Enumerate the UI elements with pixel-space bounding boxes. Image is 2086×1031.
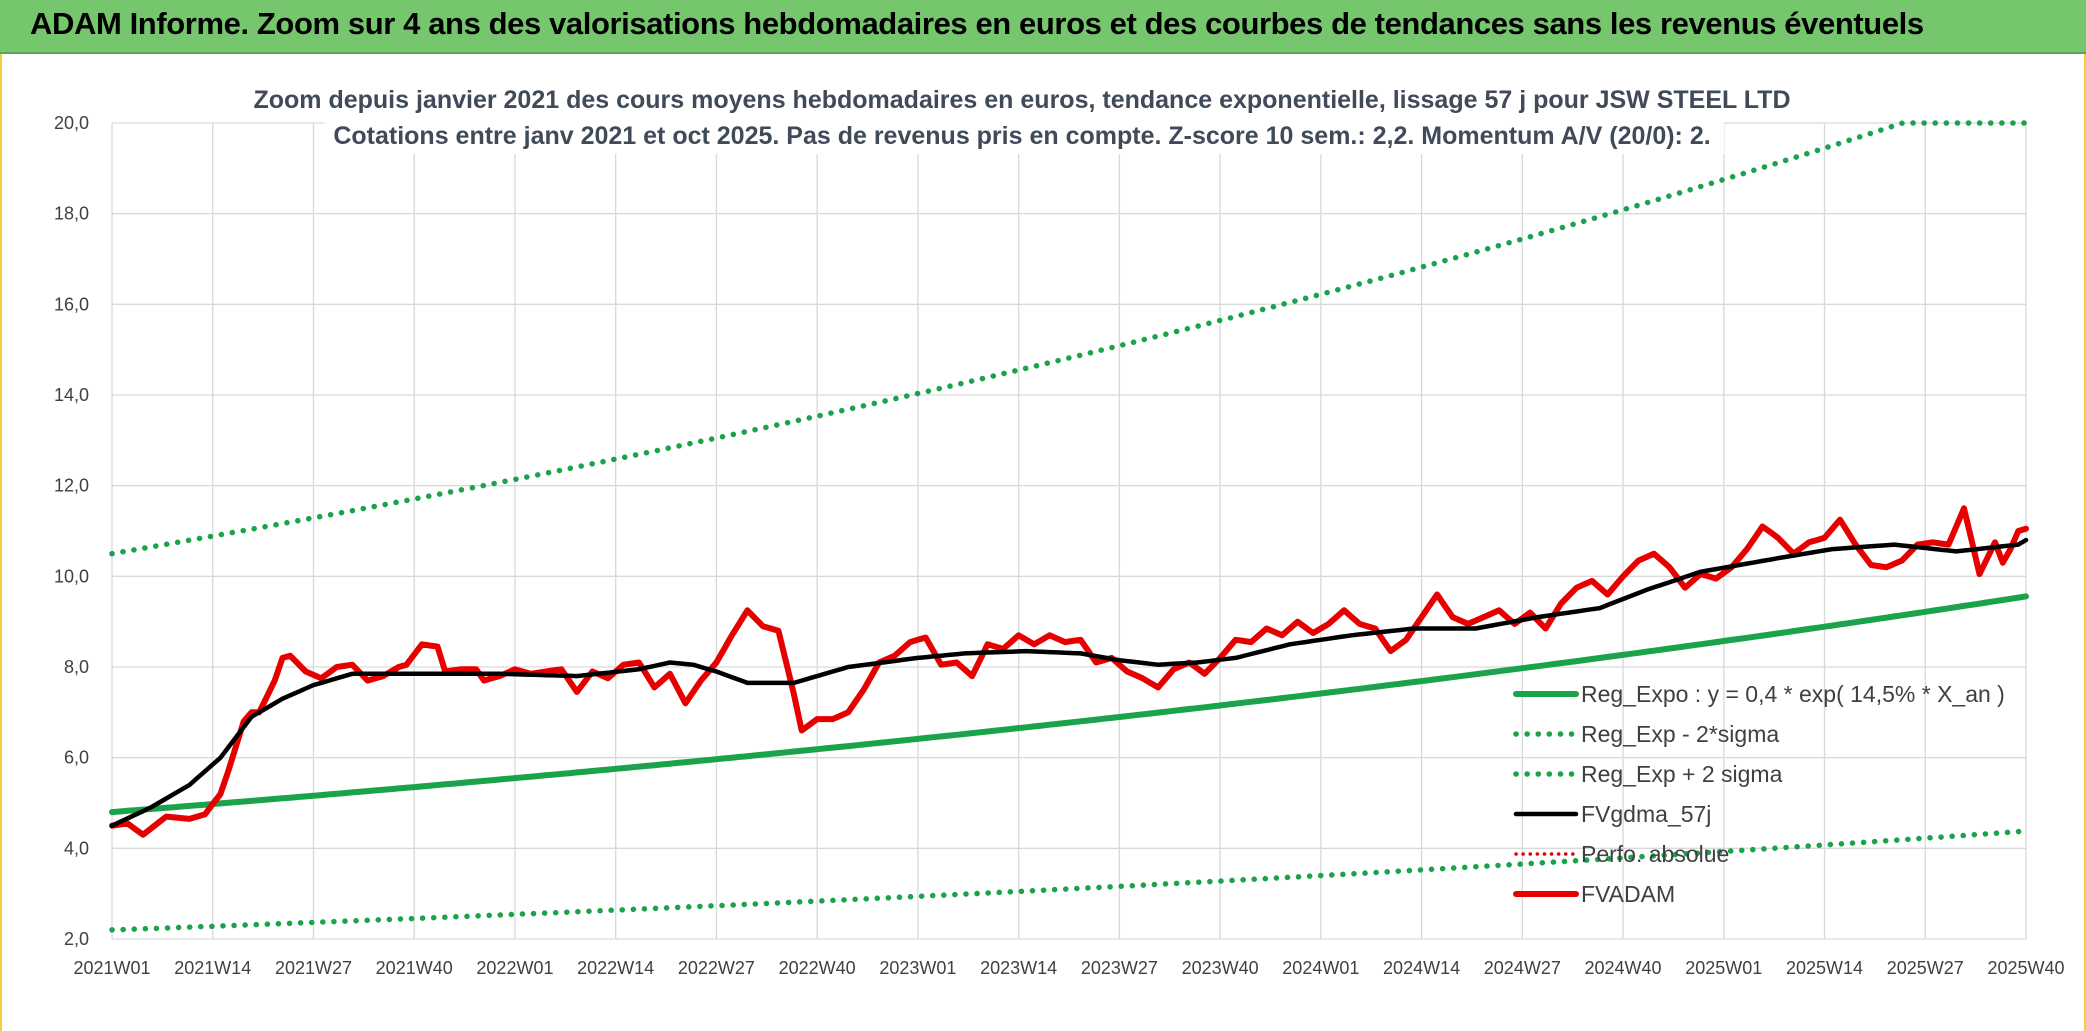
y-tick-label: 20,0 (54, 113, 89, 133)
x-tick-label: 2024W01 (1282, 958, 1359, 978)
reg-exp-plus-2sigma-line (109, 120, 2029, 557)
reg-exp-minus-2sigma-line (109, 828, 2029, 933)
y-tick-label: 6,0 (64, 748, 89, 768)
y-tick-label: 4,0 (64, 838, 89, 858)
x-tick-label: 2021W14 (174, 958, 251, 978)
x-tick-label: 2024W40 (1585, 958, 1662, 978)
x-tick-label: 2022W14 (577, 958, 654, 978)
line-chart: 2,0 4,0 6,0 8,0 10,0 12,0 14,0 16,0 18,0 20,0 202… (54, 74, 2065, 978)
chart-title-line-2: Cotations entre janv 2021 et oct 2025. P… (333, 122, 1710, 150)
y-tick-label: 12,0 (54, 476, 89, 496)
chart-legend: Reg_Expo : y = 0,4 * exp( 14,5% * X_an )… (1513, 681, 2005, 907)
x-tick-label: 2023W40 (1182, 958, 1259, 978)
fvgdma-57j-line (109, 537, 2029, 828)
x-tick-label: 2021W27 (275, 958, 352, 978)
y-axis-ticks: 2,0 4,0 6,0 8,0 10,0 12,0 14,0 16,0 18,0 20,0 (54, 113, 89, 949)
chart-grid (111, 122, 2027, 940)
reg-expo-line (109, 593, 2029, 816)
fvadam-line (109, 505, 2029, 838)
x-tick-label: 2022W40 (779, 958, 856, 978)
legend-entry-label: Reg_Exp - 2*sigma (1581, 721, 1779, 747)
x-tick-label: 2023W01 (879, 958, 956, 978)
x-tick-label: 2024W14 (1383, 958, 1460, 978)
x-tick-label: 2025W27 (1887, 958, 1964, 978)
y-tick-label: 14,0 (54, 385, 89, 405)
chart-title-line-1: Zoom depuis janvier 2021 des cours moyen… (253, 86, 1790, 114)
report-title: ADAM Informe. Zoom sur 4 ans des valoris… (30, 6, 1924, 41)
x-tick-label: 2024W27 (1484, 958, 1561, 978)
x-tick-label: 2022W27 (678, 958, 755, 978)
x-tick-label: 2025W40 (1987, 958, 2064, 978)
legend-entry-label: FVgdma_57j (1581, 801, 1711, 827)
x-tick-label: 2025W01 (1685, 958, 1762, 978)
y-tick-label: 18,0 (54, 204, 89, 224)
legend-entry-label: Reg_Expo : y = 0,4 * exp( 14,5% * X_an ) (1581, 681, 2005, 707)
y-tick-label: 10,0 (54, 566, 89, 586)
legend-entry-label: Reg_Exp + 2 sigma (1581, 761, 1783, 787)
x-tick-label: 2021W01 (73, 958, 150, 978)
title-backdrop (324, 74, 1724, 154)
x-tick-label: 2023W27 (1081, 958, 1158, 978)
y-tick-label: 8,0 (64, 657, 89, 677)
x-tick-label: 2023W14 (980, 958, 1057, 978)
x-tick-label: 2021W40 (376, 958, 453, 978)
legend-entry-label: Perfo. absolue (1581, 841, 1729, 867)
x-tick-label: 2025W14 (1786, 958, 1863, 978)
legend-entry-label: FVADAM (1581, 881, 1675, 907)
y-tick-label: 2,0 (64, 929, 89, 949)
chart-series (109, 120, 2029, 933)
chart-frame: 2,0 4,0 6,0 8,0 10,0 12,0 14,0 16,0 18,0 20,0 202… (0, 54, 2086, 1031)
x-tick-label: 2022W01 (476, 958, 553, 978)
y-tick-label: 16,0 (54, 294, 89, 314)
x-axis-ticks: 2021W01 2021W14 2021W27 2021W40 2022W01 2022W… (73, 958, 2064, 978)
report-banner: ADAM Informe. Zoom sur 4 ans des valoris… (0, 0, 2086, 54)
